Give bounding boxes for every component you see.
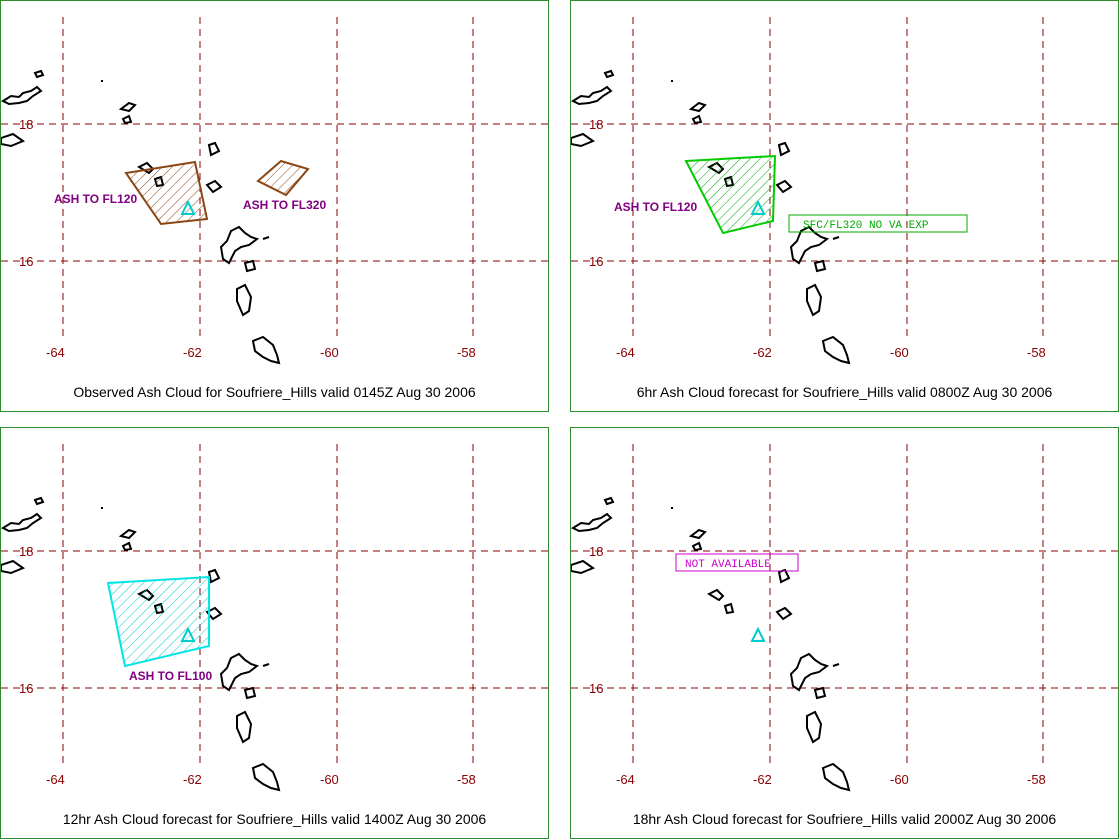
lat-lon-grid: [571, 16, 1118, 342]
ash-label: ASH TO FL120: [54, 192, 137, 206]
lon-tick: -58: [457, 772, 476, 787]
volcano-triangle-icon: [751, 628, 765, 642]
map-canvas: NOT AVAILABLE 18 16 -64 -62 -60 -58: [571, 443, 1118, 791]
map-canvas: ASH TO FL120 SFC/FL320 NO VA EXP 18 16 -…: [571, 16, 1118, 364]
caribbean-coastline: [1, 70, 280, 364]
lon-tick: -58: [1027, 345, 1046, 360]
lon-tick: -60: [890, 345, 909, 360]
ash-label: ASH TO FL120: [614, 200, 697, 214]
lon-tick: -64: [46, 345, 65, 360]
map-canvas: ASH TO FL100 18 16 -64 -62 -60 -58: [1, 443, 548, 791]
ash-polygon-fl320: [256, 159, 310, 197]
lon-tick: -62: [183, 345, 202, 360]
panel-caption: Observed Ash Cloud for Soufriere_Hills v…: [73, 384, 476, 400]
map-panel-6hr: ASH TO FL120 SFC/FL320 NO VA EXP 18 16 -…: [570, 0, 1119, 412]
map-panel-18hr: NOT AVAILABLE 18 16 -64 -62 -60 -58 18hr…: [570, 427, 1119, 839]
ash-polygon-fl100: [106, 575, 210, 668]
lat-tick: 18: [589, 117, 603, 132]
lon-tick: -60: [320, 345, 339, 360]
map-panel-observed: ASH TO FL120 ASH TO FL320 18 16 -64 -62 …: [0, 0, 549, 412]
lon-tick: -58: [457, 345, 476, 360]
lat-tick: 18: [589, 544, 603, 559]
lat-lon-grid: [1, 443, 548, 769]
caribbean-coastline: [571, 70, 850, 364]
panel-caption: 18hr Ash Cloud forecast for Soufriere_Hi…: [632, 811, 1057, 827]
lat-tick: 16: [19, 681, 33, 696]
lon-tick: -64: [46, 772, 65, 787]
lon-tick: -60: [890, 772, 909, 787]
lat-lon-grid: [571, 443, 1118, 769]
ash-label: ASH TO FL100: [129, 669, 212, 683]
lon-tick: -64: [616, 772, 635, 787]
lat-tick: 16: [19, 254, 33, 269]
no-va-text: SFC/FL320 NO VA EXP: [803, 220, 929, 232]
not-available-box: [675, 553, 799, 572]
no-va-box: [788, 214, 968, 233]
lon-tick: -58: [1027, 772, 1046, 787]
ash-label: ASH TO FL320: [243, 198, 326, 212]
ash-polygon-fl120: [124, 160, 209, 226]
ash-polygon-fl120: [684, 154, 777, 235]
lon-tick: -60: [320, 772, 339, 787]
lon-tick: -62: [753, 772, 772, 787]
lat-tick: 18: [19, 117, 33, 132]
map-panel-12hr: ASH TO FL100 18 16 -64 -62 -60 -58 12hr …: [0, 427, 549, 839]
panel-caption: 6hr Ash Cloud forecast for Soufriere_Hil…: [636, 384, 1053, 400]
lat-tick: 18: [19, 544, 33, 559]
lon-tick: -62: [183, 772, 202, 787]
lon-tick: -64: [616, 345, 635, 360]
panel-caption: 12hr Ash Cloud forecast for Soufriere_Hi…: [62, 811, 487, 827]
caribbean-coastline: [571, 497, 850, 791]
map-canvas: ASH TO FL120 ASH TO FL320 18 16 -64 -62 …: [1, 16, 548, 364]
lat-tick: 16: [589, 681, 603, 696]
not-available-text: NOT AVAILABLE: [685, 559, 771, 571]
lat-tick: 16: [589, 254, 603, 269]
lon-tick: -62: [753, 345, 772, 360]
